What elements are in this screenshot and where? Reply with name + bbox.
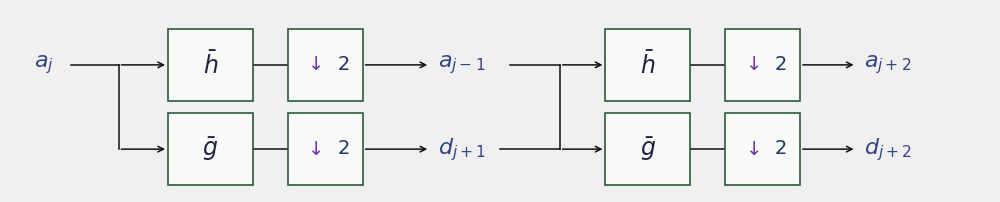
Text: $\bar{h}$: $\bar{h}$ [640,51,655,79]
Text: $\downarrow$: $\downarrow$ [304,140,322,159]
FancyBboxPatch shape [168,113,253,185]
Text: $\downarrow$: $\downarrow$ [742,140,760,159]
FancyBboxPatch shape [605,29,690,101]
Text: $2$: $2$ [337,56,349,74]
FancyBboxPatch shape [288,113,363,185]
Text: $\bar{g}$: $\bar{g}$ [202,135,218,163]
Text: $2$: $2$ [774,140,787,158]
Text: $a_j$: $a_j$ [34,54,54,76]
FancyBboxPatch shape [725,29,800,101]
Text: $a_{j-1}$: $a_{j-1}$ [438,54,486,76]
Text: $a_{j+2}$: $a_{j+2}$ [864,54,912,76]
Text: $\bar{g}$: $\bar{g}$ [640,135,656,163]
FancyBboxPatch shape [288,29,363,101]
FancyBboxPatch shape [725,113,800,185]
FancyBboxPatch shape [605,113,690,185]
Text: $2$: $2$ [337,140,349,158]
Text: $d_{j+2}$: $d_{j+2}$ [864,136,912,163]
Text: $\bar{h}$: $\bar{h}$ [203,51,218,79]
FancyBboxPatch shape [168,29,253,101]
Text: $2$: $2$ [774,56,787,74]
Text: $d_{j+1}$: $d_{j+1}$ [438,136,486,163]
Text: $\downarrow$: $\downarrow$ [742,55,760,74]
Text: $\downarrow$: $\downarrow$ [304,55,322,74]
